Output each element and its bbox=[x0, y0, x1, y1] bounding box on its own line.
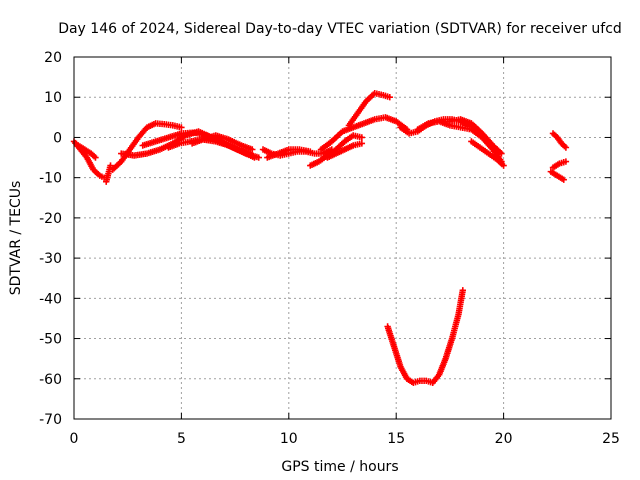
x-tick-label: 15 bbox=[387, 431, 405, 447]
x-tick-label: 20 bbox=[495, 431, 513, 447]
data-point bbox=[560, 176, 567, 183]
data-point bbox=[562, 158, 570, 165]
series-arc-21 bbox=[549, 158, 570, 171]
y-tick-label: 10 bbox=[44, 90, 62, 106]
series-arc-2 bbox=[75, 142, 99, 161]
data-point bbox=[386, 94, 393, 101]
series-arc-14 bbox=[345, 90, 393, 129]
series-arc-16 bbox=[414, 118, 505, 165]
data-point bbox=[358, 140, 366, 147]
x-tick-label: 5 bbox=[177, 431, 186, 447]
y-axis-label: SDTVAR / TECUs bbox=[8, 181, 24, 296]
y-tick-label: 0 bbox=[53, 130, 62, 146]
x-tick-label: 25 bbox=[602, 431, 620, 447]
y-tick-label: 20 bbox=[44, 50, 62, 66]
plot-border bbox=[73, 56, 612, 420]
data-point bbox=[459, 287, 466, 294]
y-tick-label: -60 bbox=[39, 372, 62, 388]
chart-title: Day 146 of 2024, Sidereal Day-to-day VTE… bbox=[58, 21, 622, 37]
y-tick-label: -30 bbox=[39, 251, 62, 267]
y-tick-label: -20 bbox=[39, 211, 62, 227]
data-point bbox=[249, 146, 256, 153]
data-marks bbox=[70, 90, 570, 386]
series-arc-13 bbox=[317, 114, 411, 153]
data-point bbox=[178, 124, 185, 131]
y-tick-label: -10 bbox=[39, 171, 62, 187]
data-point bbox=[92, 154, 99, 161]
series-arc-17 bbox=[446, 116, 505, 157]
series-arc-10 bbox=[264, 146, 314, 161]
y-tick-label: -50 bbox=[39, 332, 62, 348]
y-tick-label: -40 bbox=[39, 291, 62, 307]
axis-ticks: 0 5 10 15 20 25 -70 -60 -50 -40 -30 -20 -10 0 10 20 bbox=[39, 50, 620, 447]
data-point bbox=[562, 144, 570, 151]
data-point bbox=[500, 162, 507, 169]
data-point bbox=[498, 150, 505, 157]
x-axis-label: GPS time / hours bbox=[281, 459, 398, 475]
series-arc-22 bbox=[547, 168, 567, 183]
series-arc-12 bbox=[324, 140, 366, 161]
x-tick-label: 10 bbox=[280, 431, 298, 447]
data-point bbox=[358, 134, 366, 141]
series-arc-8 bbox=[188, 132, 256, 153]
series-arc-19 bbox=[384, 287, 466, 386]
grid bbox=[74, 57, 611, 419]
data-point bbox=[307, 148, 314, 155]
series-arc-18 bbox=[468, 138, 507, 169]
series-arc-20 bbox=[549, 130, 570, 151]
data-point bbox=[251, 154, 258, 161]
y-tick-label: -70 bbox=[39, 412, 62, 428]
x-tick-label: 0 bbox=[70, 431, 79, 447]
data-point bbox=[107, 162, 114, 169]
